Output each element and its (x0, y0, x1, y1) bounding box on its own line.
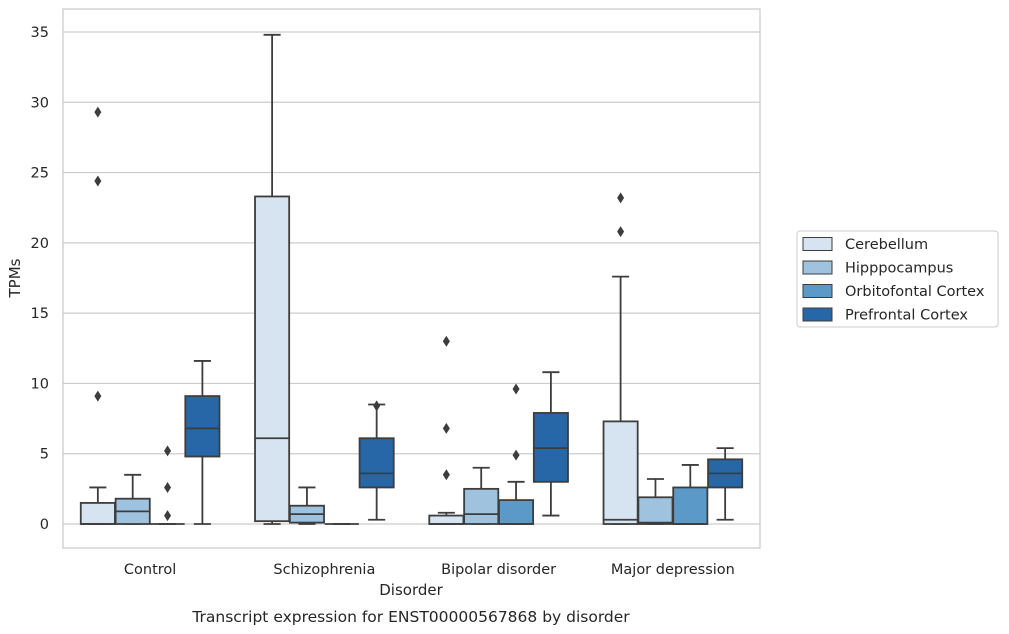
x-axis-title: Disorder (379, 581, 443, 599)
box-body (672, 486, 709, 525)
y-tick-label-10: 10 (31, 376, 49, 392)
outlier-1 (617, 192, 625, 204)
grid-lines (63, 31, 760, 525)
series-0 (79, 33, 639, 525)
legend-label: Cerebellum (845, 237, 928, 253)
box-1-0 (114, 473, 151, 525)
box-3-0 (184, 360, 221, 525)
box-0-1 (254, 33, 291, 525)
legend-item-2: Orbitofontal Cortex (802, 284, 985, 300)
outlier-1 (442, 422, 450, 434)
y-tick-label-15: 15 (31, 306, 49, 322)
box-2-0 (150, 445, 185, 525)
legend-swatch (802, 237, 833, 251)
box-2-2 (498, 383, 535, 525)
series-2 (150, 383, 709, 525)
legend-swatch (802, 260, 833, 275)
x-tick-label-3: Major depression (611, 562, 735, 578)
legend-item-0: Cerebellum (802, 237, 928, 253)
box-body (602, 420, 639, 525)
box-body (79, 502, 116, 525)
x-tick-label-2: Bipolar disorder (441, 562, 556, 578)
outlier-1 (512, 383, 520, 395)
outlier-0 (164, 510, 172, 522)
y-tick-label-25: 25 (31, 166, 49, 182)
plot-frame (62, 8, 761, 549)
x-tick-label-0: Control (124, 562, 176, 578)
legend-label: Orbitofontal Cortex (845, 284, 985, 300)
legend-label: Hipppocampus (845, 261, 953, 277)
box-body (637, 496, 674, 525)
chart-caption: Transcript expression for ENST0000056786… (191, 608, 630, 626)
box-0-3 (602, 192, 639, 525)
legend-item-3: Prefrontal Cortex (802, 307, 968, 324)
outlier-2 (442, 335, 450, 347)
box-body (498, 499, 535, 525)
box-body (358, 437, 395, 489)
box-body (254, 195, 291, 523)
y-tick-label-30: 30 (31, 95, 49, 111)
box-2-3 (672, 464, 709, 525)
legend-swatch (802, 307, 833, 322)
y-tick-labels: 0 5 10 15 20 25 30 35 (31, 25, 49, 533)
box-series (79, 33, 744, 525)
outlier-0 (512, 449, 520, 461)
outlier-1 (164, 481, 172, 493)
x-tick-labels: Control Schizophrenia Bipolar disorder Majo… (124, 562, 735, 578)
y-tick-label-0: 0 (40, 517, 49, 533)
box-1-1 (288, 486, 325, 525)
outlier-0 (442, 469, 450, 481)
box-1-2 (463, 466, 500, 525)
outlier-1 (94, 175, 102, 187)
outlier-0 (94, 390, 102, 402)
box-0-0 (79, 106, 116, 525)
legend-swatch (802, 284, 833, 298)
box-body (184, 395, 221, 458)
outlier-2 (164, 445, 172, 457)
legend-item-1: Hipppocampus (802, 260, 953, 277)
box-body (463, 487, 500, 525)
y-tick-label-20: 20 (31, 236, 49, 252)
y-tick-label-35: 35 (31, 25, 49, 41)
legend: Cerebellum Hipppocampus Orbitofontal Corte… (796, 230, 999, 328)
y-tick-label-5: 5 (40, 447, 49, 463)
outlier-0 (617, 226, 625, 238)
box-1-3 (637, 478, 674, 525)
outlier-2 (94, 106, 102, 118)
legend-frame (796, 230, 999, 328)
box-body (428, 514, 465, 525)
box-3-1 (358, 400, 395, 521)
x-tick-label-1: Schizophrenia (273, 562, 375, 578)
legend-label: Prefrontal Cortex (845, 308, 968, 324)
box-3-3 (707, 447, 744, 521)
y-axis-title: TPMs (6, 258, 24, 298)
series-3 (184, 360, 744, 525)
box-3-2 (532, 371, 569, 517)
box-0-2 (428, 335, 465, 525)
outlier-0 (373, 400, 381, 412)
